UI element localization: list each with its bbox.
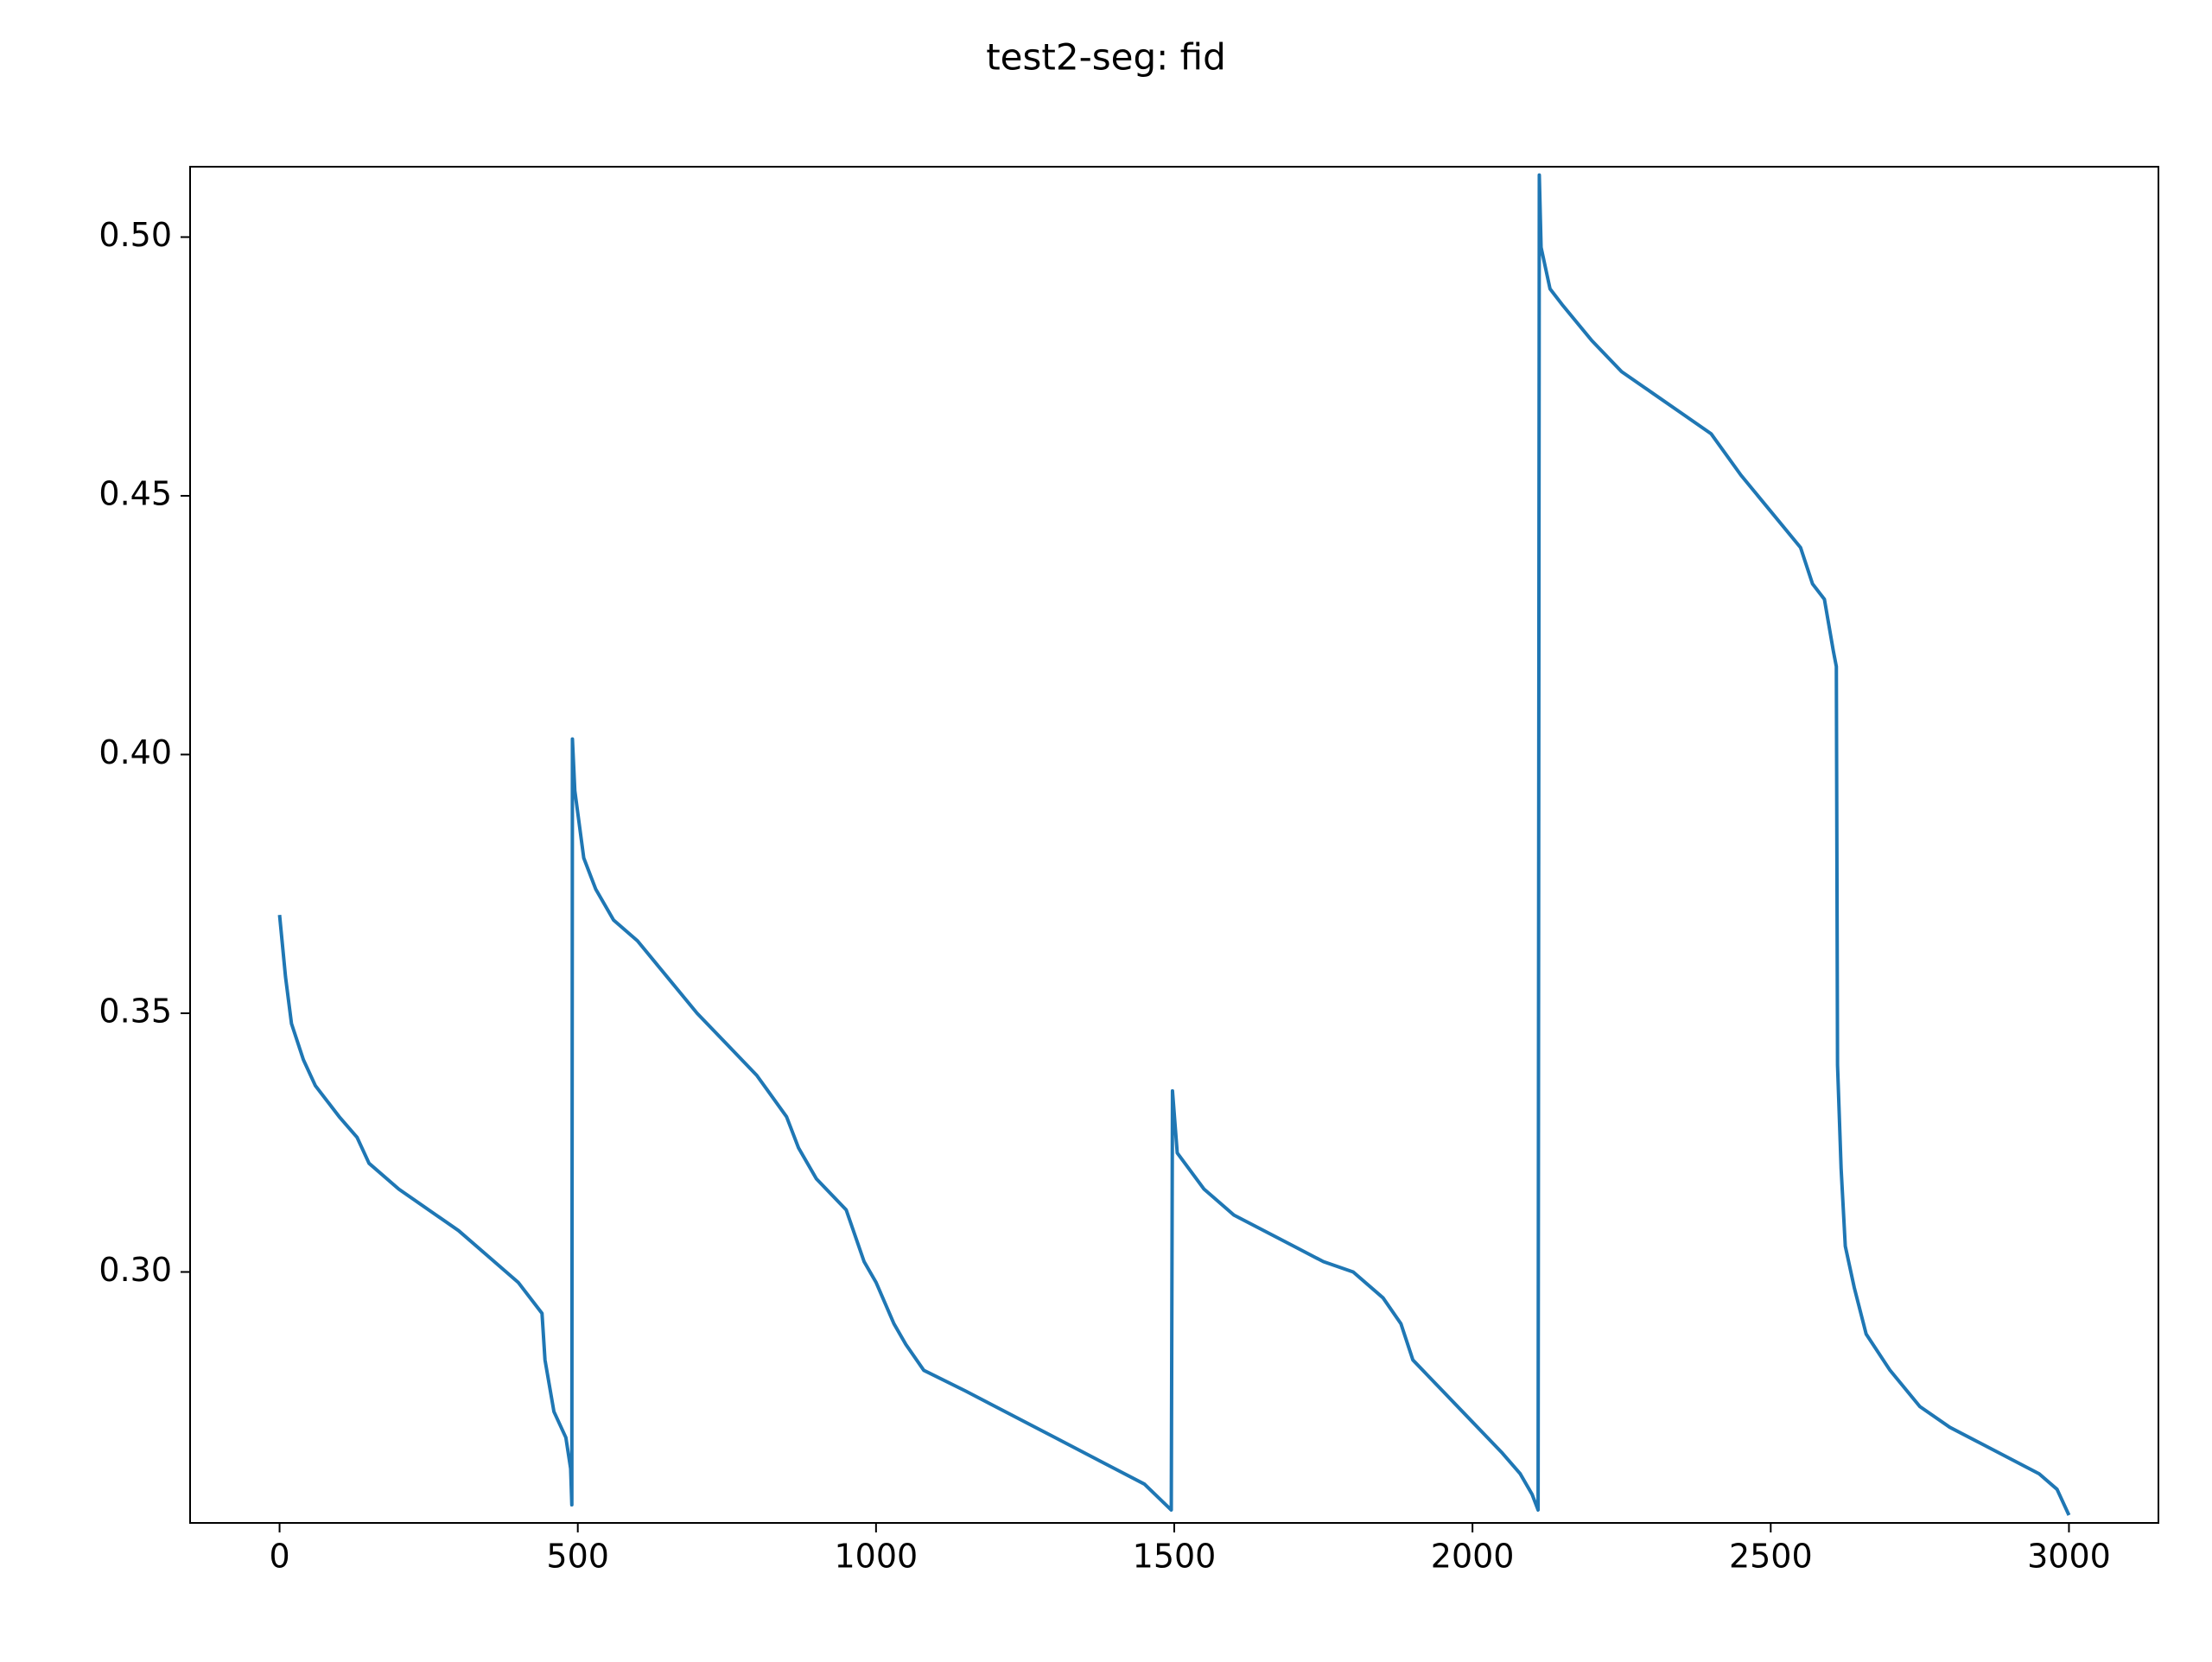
chart-title: test2-seg: fid: [986, 36, 1226, 79]
y-tick-label: 0.45: [99, 474, 172, 512]
x-tick-label: 3000: [2027, 1538, 2111, 1576]
data-line: [277, 173, 2071, 1516]
y-tick-label: 0.35: [99, 992, 172, 1030]
x-tick-label: 1500: [1133, 1538, 1217, 1576]
y-tick-label: 0.50: [99, 216, 172, 254]
plot-frame: [189, 166, 2159, 1524]
y-tick-label: 0.30: [99, 1251, 172, 1289]
x-tick-label: 500: [546, 1538, 609, 1576]
x-tick-label: 2500: [1729, 1538, 1813, 1576]
y-tick-label: 0.40: [99, 733, 172, 771]
x-tick-label: 1000: [834, 1538, 918, 1576]
x-tick-label: 0: [269, 1538, 289, 1576]
x-tick-label: 2000: [1431, 1538, 1515, 1576]
